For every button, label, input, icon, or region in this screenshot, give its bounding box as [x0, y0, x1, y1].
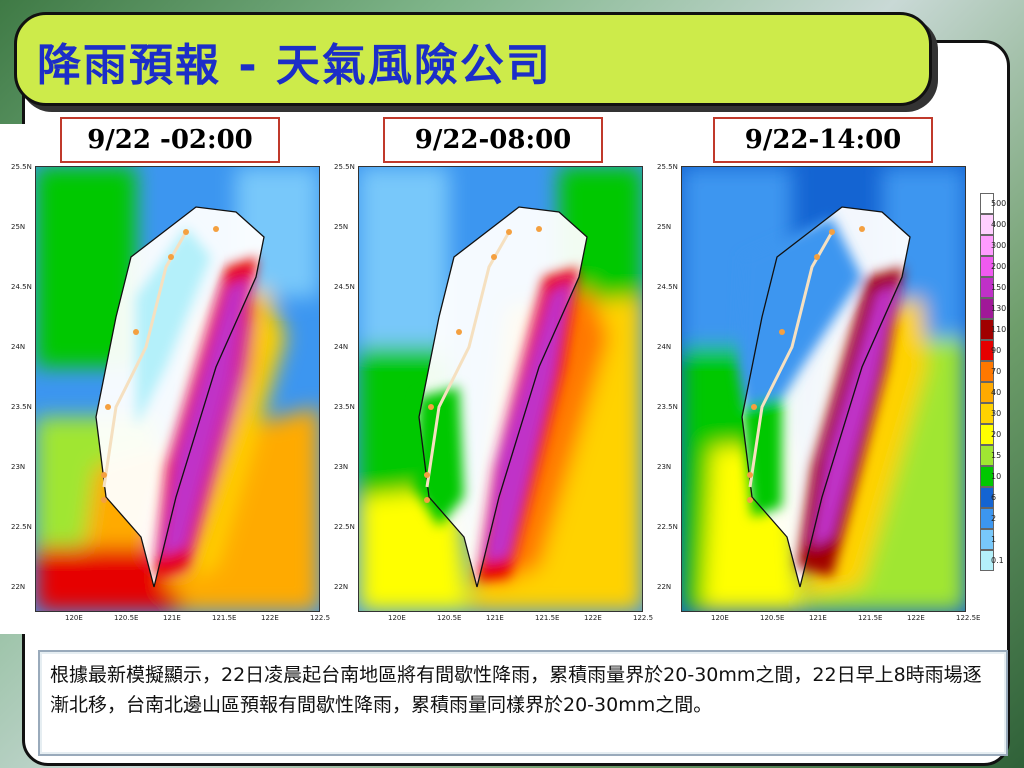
lat-tick-label: 22.5N [334, 523, 355, 531]
legend-value-label: 400 [991, 220, 1007, 229]
legend-color-cell [980, 382, 994, 403]
lat-tick-label: 24N [11, 343, 26, 351]
lon-tick-label: 122E [907, 614, 925, 622]
legend-color-cell [980, 340, 994, 361]
caption-box: 根據最新模擬顯示，22日凌晨起台南地區將有間歇性降雨，累積雨量界於20-30mm… [38, 650, 1008, 756]
lon-tick-label: 120.5E [114, 614, 139, 622]
lon-tick-label: 122.5 [633, 614, 654, 622]
lon-tick-label: 122E [261, 614, 279, 622]
rain-map-3 [681, 166, 966, 612]
lon-tick-label: 121.5E [535, 614, 560, 622]
lat-tick-label: 25.5N [334, 163, 355, 171]
legend-value-label: 110 [991, 325, 1007, 334]
lon-tick-label: 122E [584, 614, 602, 622]
legend-color-cell [980, 550, 994, 571]
rain-map-2 [358, 166, 643, 612]
legend-color-cell [980, 487, 994, 508]
time-label-3: 9/22-14:00 [713, 117, 933, 163]
lon-tick-label: 121E [486, 614, 504, 622]
caption-text: 根據最新模擬顯示，22日凌晨起台南地區將有間歇性降雨，累積雨量界於20-30mm… [50, 664, 982, 716]
lat-tick-label: 24.5N [657, 283, 678, 291]
time-label-1: 9/22 -02:00 [60, 117, 280, 163]
legend-color-cell [980, 298, 994, 319]
legend-color-cell [980, 529, 994, 550]
legend-value-label: 70 [991, 367, 1002, 376]
lat-tick-label: 25.5N [11, 163, 32, 171]
legend-value-label: 10 [991, 472, 1002, 481]
legend-color-cell [980, 508, 994, 529]
lon-tick-label: 122.5 [310, 614, 331, 622]
legend-value-label: 150 [991, 283, 1007, 292]
lat-tick-label: 22N [334, 583, 349, 591]
lon-tick-label: 120E [65, 614, 83, 622]
time-label-2: 9/22-08:00 [383, 117, 603, 163]
legend-value-label: 20 [991, 430, 1002, 439]
page-title: 降雨預報 - 天氣風險公司 [37, 40, 552, 91]
legend-color-cell [980, 403, 994, 424]
legend-color-cell [980, 193, 994, 214]
legend-value-label: 130 [991, 304, 1007, 313]
lon-tick-label: 121.5E [212, 614, 237, 622]
legend-value-label: 15 [991, 451, 1002, 460]
lon-tick-label: 121.5E [858, 614, 883, 622]
legend-color-cell [980, 214, 994, 235]
legend-color-cell [980, 256, 994, 277]
lat-tick-label: 22.5N [657, 523, 678, 531]
legend-color-cell [980, 466, 994, 487]
lat-tick-label: 25.5N [657, 163, 678, 171]
lat-tick-label: 23N [11, 463, 26, 471]
legend-value-label: 300 [991, 241, 1007, 250]
lat-tick-label: 23N [657, 463, 672, 471]
legend-color-cell [980, 319, 994, 340]
legend-value-label: 200 [991, 262, 1007, 271]
lon-tick-label: 120E [388, 614, 406, 622]
legend-value-label: 40 [991, 388, 1002, 397]
lat-tick-label: 23.5N [11, 403, 32, 411]
legend-color-cell [980, 361, 994, 382]
legend-value-label: 90 [991, 346, 1002, 355]
legend-value-label: 1 [991, 535, 997, 544]
lat-tick-label: 22N [11, 583, 26, 591]
legend-color-cell [980, 277, 994, 298]
lon-tick-label: 121E [163, 614, 181, 622]
lat-tick-label: 23.5N [334, 403, 355, 411]
legend-color-cell [980, 424, 994, 445]
legend-value-label: 0.1 [991, 556, 1004, 565]
lat-tick-label: 24.5N [11, 283, 32, 291]
rain-map-1 [35, 166, 320, 612]
lat-tick-label: 23.5N [657, 403, 678, 411]
lon-tick-label: 122.5E [956, 614, 981, 622]
lat-tick-label: 22N [657, 583, 672, 591]
legend-value-label: 30 [991, 409, 1002, 418]
lat-tick-label: 25N [11, 223, 26, 231]
lon-tick-label: 120.5E [437, 614, 462, 622]
title-bar: 降雨預報 - 天氣風險公司 [14, 12, 932, 106]
legend-top-arrow [980, 182, 996, 193]
lat-tick-label: 24N [657, 343, 672, 351]
lon-tick-label: 120E [711, 614, 729, 622]
legend-value-label: 6 [991, 493, 997, 502]
lat-tick-label: 24N [334, 343, 349, 351]
lat-tick-label: 23N [334, 463, 349, 471]
lat-tick-label: 25N [657, 223, 672, 231]
lat-tick-label: 25N [334, 223, 349, 231]
legend-color-cell [980, 235, 994, 256]
legend-value-label: 500 [991, 199, 1007, 208]
lon-tick-label: 120.5E [760, 614, 785, 622]
lat-tick-label: 24.5N [334, 283, 355, 291]
lon-tick-label: 121E [809, 614, 827, 622]
legend-color-cell [980, 445, 994, 466]
legend-value-label: 2 [991, 514, 997, 523]
lat-tick-label: 22.5N [11, 523, 32, 531]
